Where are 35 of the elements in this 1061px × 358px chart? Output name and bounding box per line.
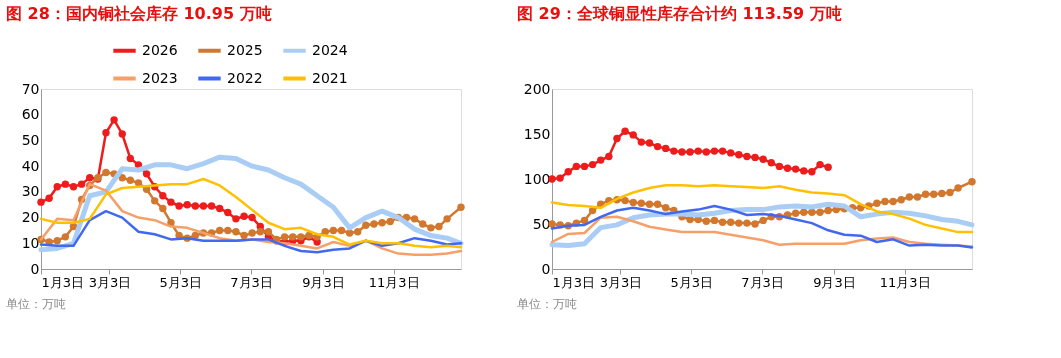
text: 单位：万吨 [6, 297, 66, 311]
y-tick-label: 40 [21, 157, 40, 174]
y-tick-label: 50 [532, 215, 551, 232]
x-tick-label: 9月3日 [813, 274, 856, 290]
x-tick-label: 5月3日 [670, 274, 713, 290]
y-tick-label: 50 [21, 131, 40, 148]
x-tick-label: 11月3日 [879, 274, 931, 290]
x-tick-label: 7月3日 [230, 274, 273, 290]
legend-label: 2022 [227, 69, 263, 86]
y-tick-label: 30 [21, 183, 40, 200]
legend-label: 2021 [312, 69, 348, 86]
y-tick-label: 20 [21, 209, 40, 226]
x-tick-label: 3月3日 [88, 274, 132, 290]
y-tick-label: 10 [21, 234, 40, 251]
legend-label: 2024 [312, 41, 348, 58]
chart-title: 图 29：全球铜显性库存合计约 113.59 万吨 [517, 4, 842, 23]
legend-label: 2023 [142, 69, 178, 86]
legend-label: 2026 [142, 41, 178, 58]
y-tick-label: 150 [523, 125, 551, 142]
x-tick-label: 9月3日 [302, 274, 345, 290]
x-tick-label: 5月3日 [159, 274, 202, 290]
x-tick-label: 1月3日 [552, 274, 596, 290]
y-tick-label: 70 [21, 80, 40, 97]
chart-title: 图 28：国内铜社会库存 10.95 万吨 [6, 4, 272, 23]
y-tick-label: 200 [523, 80, 551, 97]
x-tick-label: 1月3日 [41, 274, 85, 290]
legend-label: 2025 [227, 41, 263, 58]
y-tick-label: 0 [30, 260, 40, 277]
x-tick-label: 7月3日 [741, 274, 784, 290]
y-tick-label: 0 [541, 260, 551, 277]
text: 单位：万吨 [517, 297, 577, 311]
x-tick-label: 11月3日 [368, 274, 420, 290]
y-tick-label: 60 [21, 106, 40, 123]
x-tick-label: 3月3日 [599, 274, 643, 290]
y-tick-label: 100 [523, 170, 551, 187]
